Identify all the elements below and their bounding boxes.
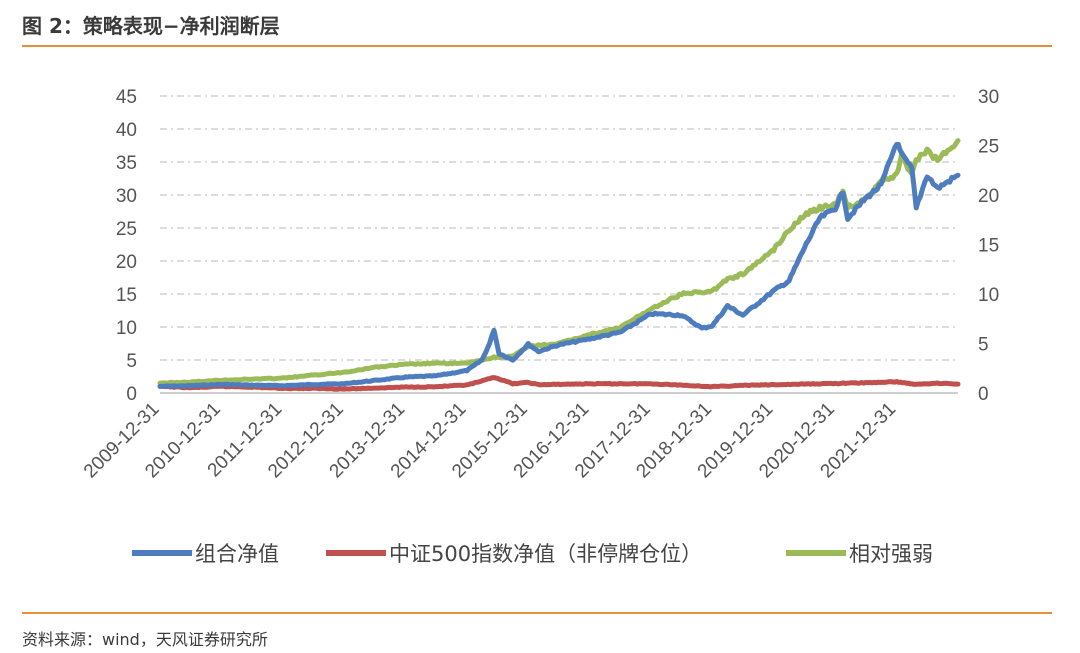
y-left-tick-label: 5	[126, 351, 137, 372]
y-left-tick-label: 0	[126, 384, 137, 405]
y-right-tick-label: 30	[978, 87, 999, 108]
legend-label: 中证500指数净值（非停牌仓位）	[389, 542, 702, 566]
figure-title: 图 2：策略表现−净利润断层	[22, 14, 280, 38]
x-axis: 2009-12-312010-12-312011-12-312012-12-31…	[80, 399, 900, 483]
y-right-tick-label: 25	[978, 137, 999, 158]
y-left-tick-label: 40	[116, 120, 137, 141]
series-line	[157, 375, 961, 392]
legend-label: 相对强弱	[849, 542, 933, 566]
chart: 0 5 10 15 20 25 30 35 40 45 0 5 10 15 20 25 30 2009-12-…	[80, 87, 999, 566]
y-right-tick-label: 10	[978, 285, 999, 306]
y-left-tick-label: 10	[116, 318, 137, 339]
y-right-tick-label: 5	[978, 335, 989, 356]
y-left-tick-label: 15	[116, 285, 137, 306]
y-left-tick-label: 45	[116, 87, 137, 108]
source-note: 资料来源：wind，天风证券研究所	[22, 630, 268, 649]
grid-lines	[160, 95, 958, 361]
y-left-tick-label: 25	[116, 219, 137, 240]
series-lines	[157, 138, 961, 392]
y-right-tick-label: 20	[978, 186, 999, 207]
y-right-axis: 0 5 10 15 20 25 30	[978, 87, 999, 405]
y-left-tick-label: 20	[116, 252, 137, 273]
y-left-axis: 0 5 10 15 20 25 30 35 40 45	[116, 87, 137, 405]
legend: 组合净值 中证500指数净值（非停牌仓位） 相对强弱	[132, 542, 933, 566]
y-left-tick-label: 30	[116, 186, 137, 207]
legend-label: 组合净值	[195, 542, 279, 566]
bottom-rule	[22, 612, 1052, 614]
top-rule	[22, 45, 1052, 47]
series-line	[157, 141, 961, 389]
y-right-tick-label: 0	[978, 384, 989, 405]
y-right-tick-label: 15	[978, 236, 999, 257]
y-left-tick-label: 35	[116, 153, 137, 174]
